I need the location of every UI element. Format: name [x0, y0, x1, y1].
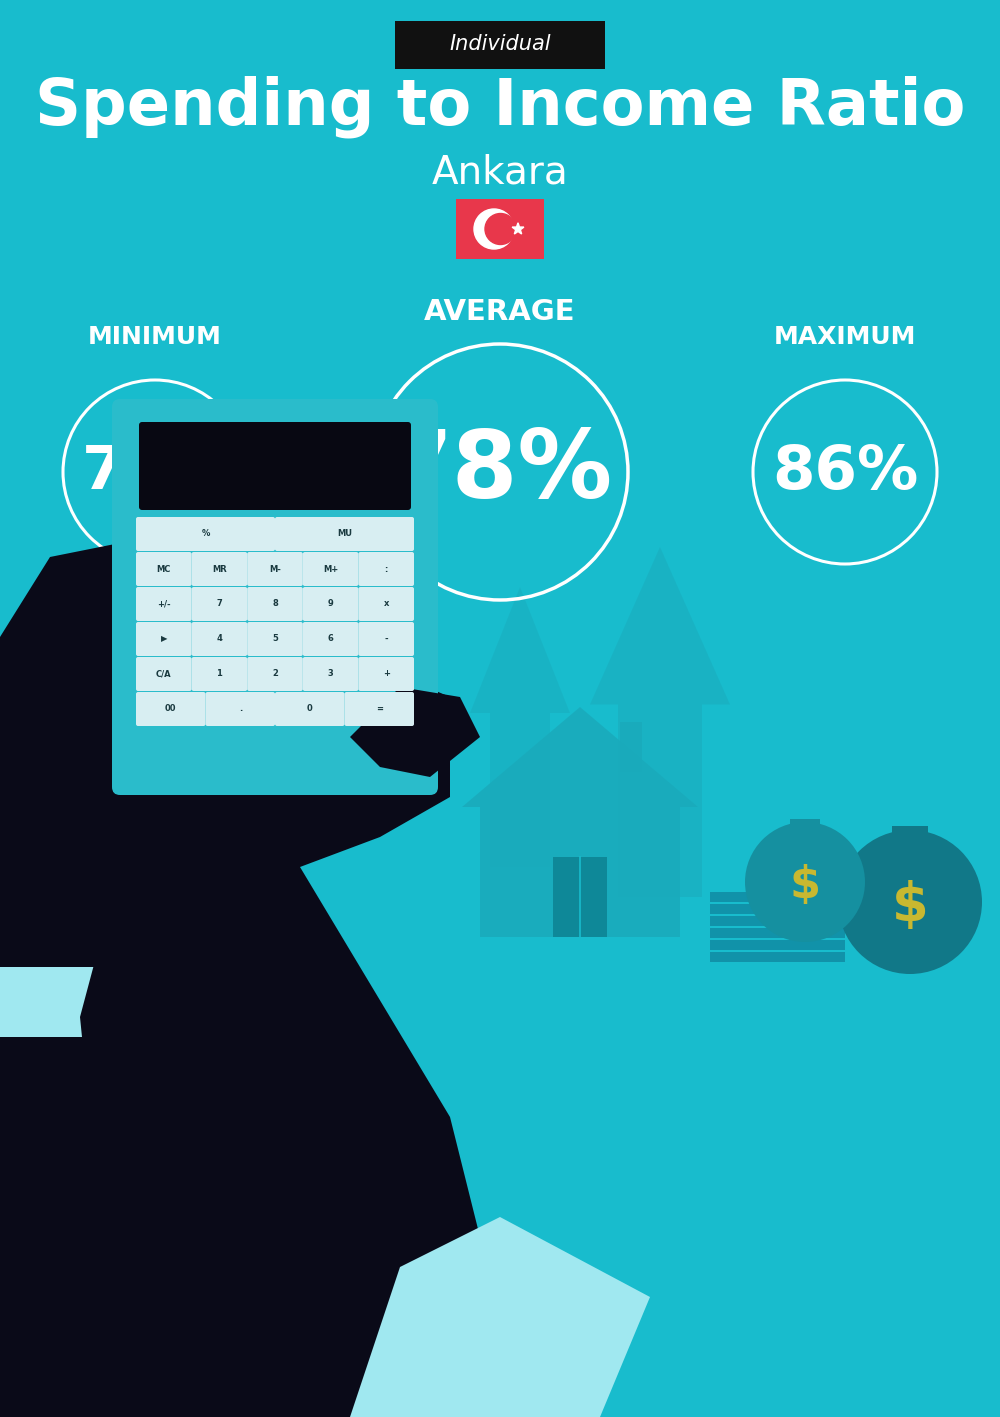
Text: AVERAGE: AVERAGE — [424, 298, 576, 326]
FancyBboxPatch shape — [192, 553, 247, 587]
FancyBboxPatch shape — [136, 553, 192, 587]
Text: 3: 3 — [328, 669, 333, 679]
Text: 72%: 72% — [82, 442, 228, 502]
Text: 0: 0 — [307, 704, 313, 714]
Text: 9: 9 — [328, 599, 333, 608]
Text: ▶: ▶ — [161, 635, 167, 643]
Text: =: = — [376, 704, 383, 714]
Polygon shape — [310, 567, 430, 818]
FancyBboxPatch shape — [344, 691, 414, 726]
FancyBboxPatch shape — [136, 691, 206, 726]
Text: 00: 00 — [165, 704, 176, 714]
FancyBboxPatch shape — [206, 691, 275, 726]
FancyBboxPatch shape — [303, 622, 358, 656]
Polygon shape — [0, 1037, 300, 1417]
Circle shape — [485, 214, 516, 245]
FancyBboxPatch shape — [710, 904, 845, 914]
FancyBboxPatch shape — [275, 691, 344, 726]
FancyBboxPatch shape — [192, 587, 247, 621]
Text: 78%: 78% — [387, 427, 613, 519]
Text: Ankara: Ankara — [432, 153, 568, 191]
Polygon shape — [350, 687, 480, 777]
Polygon shape — [590, 547, 730, 897]
Text: $: $ — [790, 863, 821, 907]
Text: +/-: +/- — [157, 599, 171, 608]
Text: 6: 6 — [328, 635, 334, 643]
Text: MINIMUM: MINIMUM — [88, 324, 222, 349]
FancyBboxPatch shape — [710, 891, 845, 903]
FancyBboxPatch shape — [112, 400, 438, 795]
FancyBboxPatch shape — [710, 928, 845, 938]
Text: MU: MU — [337, 530, 352, 538]
FancyBboxPatch shape — [136, 587, 192, 621]
Text: %: % — [201, 530, 210, 538]
Circle shape — [745, 822, 865, 942]
FancyBboxPatch shape — [139, 422, 411, 510]
FancyBboxPatch shape — [136, 657, 192, 691]
Polygon shape — [470, 587, 570, 867]
Text: :: : — [385, 564, 388, 574]
Circle shape — [838, 830, 982, 973]
FancyBboxPatch shape — [456, 198, 544, 259]
FancyBboxPatch shape — [790, 819, 820, 840]
FancyBboxPatch shape — [358, 587, 414, 621]
Text: Individual: Individual — [449, 34, 551, 54]
Polygon shape — [0, 966, 180, 1037]
FancyBboxPatch shape — [620, 723, 642, 772]
Text: C/A: C/A — [156, 669, 172, 679]
FancyBboxPatch shape — [192, 622, 247, 656]
Text: 1: 1 — [216, 669, 222, 679]
Text: .: . — [239, 704, 242, 714]
FancyBboxPatch shape — [358, 657, 414, 691]
Text: 7: 7 — [217, 599, 222, 608]
Polygon shape — [512, 222, 524, 234]
Polygon shape — [80, 867, 500, 1417]
Text: 86%: 86% — [772, 442, 918, 502]
FancyBboxPatch shape — [710, 952, 845, 962]
FancyBboxPatch shape — [710, 915, 845, 925]
Text: M-: M- — [269, 564, 281, 574]
Text: 8: 8 — [272, 599, 278, 608]
FancyBboxPatch shape — [247, 553, 303, 587]
FancyBboxPatch shape — [136, 622, 192, 656]
Text: MC: MC — [157, 564, 171, 574]
Polygon shape — [0, 717, 250, 966]
FancyBboxPatch shape — [892, 826, 928, 852]
Text: 2: 2 — [272, 669, 278, 679]
Text: 4: 4 — [216, 635, 222, 643]
FancyBboxPatch shape — [395, 21, 605, 69]
Text: MAXIMUM: MAXIMUM — [774, 324, 916, 349]
FancyBboxPatch shape — [247, 622, 303, 656]
Polygon shape — [350, 1217, 650, 1417]
Text: Spending to Income Ratio: Spending to Income Ratio — [35, 75, 965, 139]
FancyBboxPatch shape — [275, 517, 414, 551]
Text: x: x — [384, 599, 389, 608]
Text: +: + — [383, 669, 390, 679]
FancyBboxPatch shape — [303, 657, 358, 691]
Text: -: - — [384, 635, 388, 643]
FancyBboxPatch shape — [358, 622, 414, 656]
Text: M+: M+ — [323, 564, 338, 574]
Text: $: $ — [892, 880, 928, 931]
FancyBboxPatch shape — [192, 657, 247, 691]
FancyBboxPatch shape — [247, 587, 303, 621]
Polygon shape — [150, 667, 450, 867]
Text: 5: 5 — [272, 635, 278, 643]
FancyBboxPatch shape — [552, 857, 607, 937]
FancyBboxPatch shape — [710, 939, 845, 949]
FancyBboxPatch shape — [358, 553, 414, 587]
FancyBboxPatch shape — [303, 553, 358, 587]
FancyBboxPatch shape — [247, 657, 303, 691]
Text: MR: MR — [212, 564, 227, 574]
Polygon shape — [0, 537, 350, 717]
Polygon shape — [462, 707, 698, 808]
FancyBboxPatch shape — [303, 587, 358, 621]
Polygon shape — [480, 808, 680, 937]
Circle shape — [474, 208, 514, 249]
FancyBboxPatch shape — [136, 517, 275, 551]
